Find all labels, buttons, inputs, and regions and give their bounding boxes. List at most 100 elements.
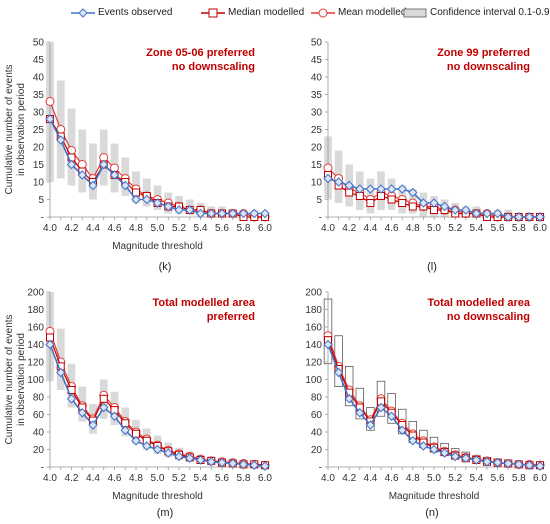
point-observed	[535, 212, 545, 222]
point-observed	[238, 208, 249, 219]
point-observed	[174, 205, 184, 215]
point-observed	[503, 212, 513, 222]
x-tick-label: 5.0	[427, 473, 441, 484]
y-tick-label: 40	[33, 73, 45, 84]
point-observed	[217, 208, 227, 219]
point-observed	[408, 187, 418, 198]
y-tick-label: 10	[311, 178, 323, 189]
point-observed	[88, 180, 98, 191]
point-observed	[217, 457, 227, 468]
legend-label-mean-modelled: Mean modelled	[338, 7, 407, 18]
point-observed	[492, 208, 503, 219]
point-observed	[492, 457, 503, 468]
point-observed	[109, 170, 120, 180]
point-observed	[109, 411, 120, 421]
point-observed	[99, 159, 109, 170]
point-observed	[185, 205, 195, 215]
point-mean	[323, 163, 333, 173]
point-observed	[45, 114, 55, 124]
x-tick-label: 5.4	[469, 223, 483, 234]
y-tick-label: -	[319, 463, 322, 474]
x-tick-label: 5.8	[512, 473, 526, 484]
point-observed	[418, 198, 429, 208]
x-tick-label: 4.0	[321, 223, 335, 234]
point-observed	[524, 212, 535, 222]
x-tick-label: 4.8	[406, 223, 420, 234]
point-observed	[333, 367, 344, 378]
y-tick-label: 20	[33, 445, 45, 456]
point-observed	[386, 411, 397, 421]
chart-annotation: no downscaling	[447, 61, 530, 73]
x-tick-label: 4.6	[385, 223, 399, 234]
panel-label: (n)	[425, 507, 438, 519]
y-tick-label: 160	[27, 323, 44, 334]
x-tick-label: 5.6	[215, 223, 229, 234]
point-observed	[163, 448, 173, 458]
point-observed	[249, 208, 259, 219]
point-observed	[185, 453, 195, 463]
x-axis-label: Magnitude threshold	[112, 491, 203, 502]
point-observed	[355, 408, 365, 418]
point-median	[99, 394, 108, 403]
point-observed	[450, 451, 460, 462]
point-observed	[142, 194, 152, 205]
point-observed	[142, 441, 152, 451]
point-observed	[450, 205, 460, 215]
point-median	[398, 199, 407, 207]
y-tick-label: 5	[38, 195, 44, 206]
x-tick-label: 5.2	[448, 473, 462, 484]
point-observed	[56, 367, 66, 378]
y-tick-label: 120	[27, 358, 44, 369]
point-observed	[418, 441, 429, 451]
panel-label: (k)	[159, 261, 172, 273]
y-tick-label: 200	[305, 288, 322, 299]
y-tick-label: 10	[33, 178, 45, 189]
point-median	[408, 202, 417, 211]
point-observed	[163, 201, 173, 212]
point-observed	[397, 184, 407, 194]
x-tick-label: 5.6	[491, 223, 505, 234]
legend-observed-marker-icon	[71, 8, 95, 18]
point-observed	[66, 394, 77, 404]
point-observed	[471, 455, 482, 465]
point-observed	[228, 458, 238, 469]
x-tick-label: 4.2	[342, 473, 356, 484]
x-tick-label: 5.0	[427, 223, 441, 234]
y-tick-label: 35	[311, 90, 323, 101]
y-tick-label: 140	[27, 340, 44, 351]
legend-mean-marker-icon	[311, 8, 335, 18]
y-tick-label: 15	[311, 160, 323, 171]
x-tick-label: 4.0	[43, 473, 57, 484]
panel-label: (l)	[427, 261, 437, 273]
y-tick-label: 20	[311, 445, 323, 456]
y-tick-label: 20	[311, 143, 323, 154]
chart-annotation: Zone 05-06 preferred	[146, 47, 255, 59]
x-tick-label: 4.4	[363, 473, 377, 484]
point-observed	[333, 177, 344, 187]
point-observed	[376, 402, 386, 413]
point-observed	[408, 436, 418, 446]
x-tick-label: 6.0	[258, 223, 272, 234]
y-tick-label: 80	[33, 393, 45, 404]
y-tick-label: 50	[33, 38, 45, 49]
x-tick-label: 5.2	[172, 223, 186, 234]
point-observed	[323, 339, 333, 350]
point-observed	[365, 420, 376, 430]
x-tick-label: 4.4	[86, 473, 100, 484]
y-tick-label: 180	[27, 305, 44, 316]
point-observed	[344, 180, 354, 191]
y-tick-label: 35	[33, 90, 45, 101]
y-tick-label: 100	[27, 375, 44, 386]
point-observed	[429, 444, 439, 455]
x-tick-label: 4.8	[406, 473, 420, 484]
point-median	[366, 199, 375, 207]
point-observed	[514, 459, 524, 470]
point-observed	[66, 159, 77, 170]
point-observed	[56, 135, 66, 145]
point-observed	[482, 208, 492, 219]
point-observed	[397, 425, 407, 435]
point-median	[387, 195, 396, 204]
point-observed	[260, 461, 270, 471]
y-tick-label: 15	[33, 160, 45, 171]
